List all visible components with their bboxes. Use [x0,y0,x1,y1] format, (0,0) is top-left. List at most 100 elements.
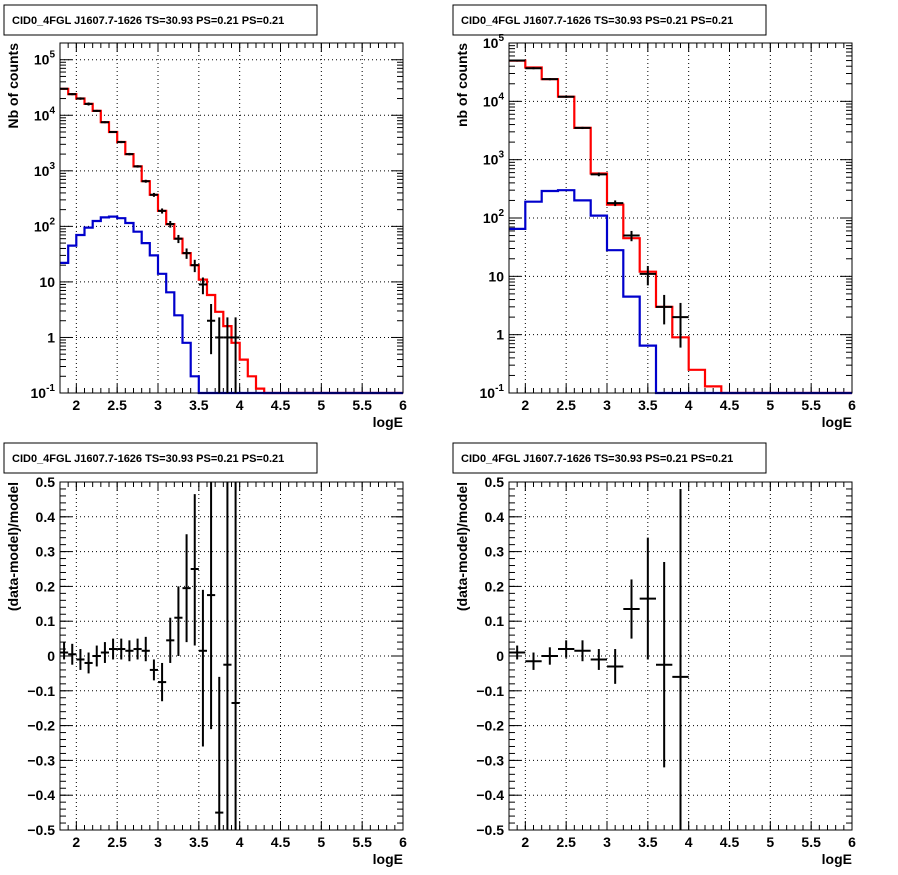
data-point [141,179,150,183]
data-point [574,640,591,662]
x-tick-label: 3.5 [638,834,658,850]
x-tick-label: 3 [603,834,611,850]
y-tick-label: 10 [488,268,504,284]
y-tick-label: 1 [496,327,504,343]
data-point [574,126,591,130]
data-point [174,234,183,244]
x-tick-label: 4.5 [271,397,291,413]
data-point [541,647,558,665]
x-tick-label: 2 [521,834,529,850]
y-tick-label: 104 [483,91,505,109]
data-point [607,200,624,207]
data-point [92,109,101,112]
data-point [141,636,150,662]
y-tick-label: 104 [34,105,56,123]
y-tick-label: −0.4 [476,787,504,803]
data-points [509,488,689,830]
x-tick-label: 2 [521,397,529,413]
y-tick-label: −0.1 [27,683,55,699]
x-tick-label: 5 [317,397,325,413]
data-point [166,617,175,663]
x-tick-label: 2.5 [107,834,127,850]
data-point [158,208,167,214]
data-point [231,482,240,830]
y-axis-title: (data-model)/model [454,482,470,611]
data-point [509,59,526,62]
x-tick-label: 3.5 [638,397,658,413]
y-tick-label: 0.2 [485,578,505,594]
x-tick-label: 4 [685,834,693,850]
y-tick-label: 0.1 [485,613,505,629]
data-point [190,494,199,646]
x-axis-title: logE [373,414,403,430]
data-point [639,537,656,660]
panel-4: CID0_4FGL J1607.7-1626 TS=30.93 PS=0.21 … [452,442,856,867]
x-tick-label: 3 [154,397,162,413]
y-tick-label: 10 [39,274,55,290]
data-point [100,642,109,663]
x-tick-label: 6 [399,834,407,850]
ticks [508,481,853,831]
data-point [558,640,575,658]
data-point [158,662,167,702]
data-point [125,640,134,662]
data-point [525,652,542,670]
data-point [174,586,183,656]
x-tick-label: 3 [603,397,611,413]
y-tick-label: 10-1 [31,383,56,401]
chart-title: CID0_4FGL J1607.7-1626 TS=30.93 PS=0.21 … [12,453,284,465]
data-point [672,488,689,830]
x-tick-label: 5.5 [801,397,821,413]
data-point [190,259,199,273]
data-point [68,93,77,96]
y-tick-label: −0.3 [476,752,504,768]
data-point [117,140,126,144]
chart-title: CID0_4FGL J1607.7-1626 TS=30.93 PS=0.21 … [12,15,284,27]
y-tick-label: 0 [47,648,55,664]
x-axis-title: logE [822,851,852,867]
data-point [215,317,224,393]
x-tick-label: 5 [317,834,325,850]
y-tick-label: 0.4 [485,509,505,525]
data-point [149,192,158,197]
x-tick-label: 6 [848,397,856,413]
data-point [84,102,93,106]
x-tick-label: 6 [848,834,856,850]
data-point [76,649,85,670]
data-point [68,643,77,665]
data-points [60,482,240,830]
y-axis-title: (data-model)/model [5,482,21,611]
ticks [59,43,404,394]
x-tick-label: 4 [236,834,244,850]
data-point [223,482,232,830]
plot-frame [59,42,404,394]
plot-frame [59,481,404,831]
data-point [207,304,216,355]
data-points [60,87,240,393]
title-box [452,4,767,36]
data-point [231,317,240,393]
data-point [656,294,673,325]
data-point [541,78,558,81]
ticks [59,481,404,831]
y-tick-label: 0.5 [36,474,56,490]
x-tick-label: 5 [766,834,774,850]
y-axis-title: nb of counts [454,43,470,127]
data-point [133,638,142,660]
data-point [109,638,118,660]
y-tick-label: 103 [483,150,505,168]
plot-frame [508,42,853,394]
y-tick-label: −0.4 [27,787,55,803]
data-point [639,266,656,286]
data-point [207,482,216,730]
y-tick-label: 0.1 [36,613,56,629]
data-point [509,645,526,660]
data-point [623,230,640,242]
chart-title: CID0_4FGL J1607.7-1626 TS=30.93 PS=0.21 … [461,453,733,465]
data-points [509,59,689,348]
data-point [215,676,224,830]
data-point [656,562,673,768]
title-box [452,442,767,474]
x-tick-label: 4 [685,397,693,413]
data-point [182,534,191,643]
